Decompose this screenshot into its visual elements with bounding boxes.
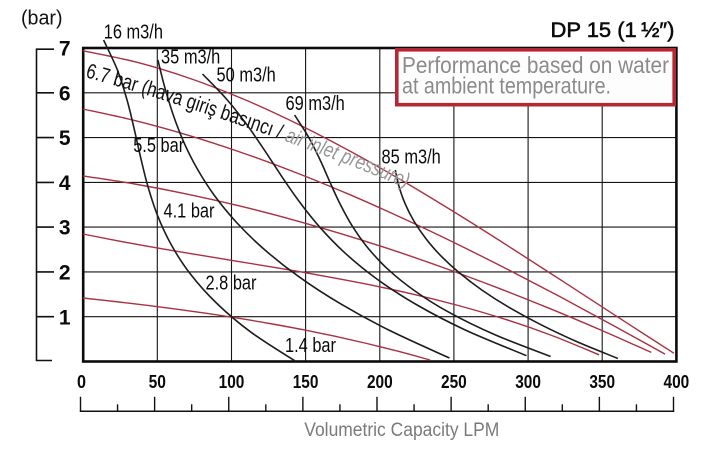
- svg-text:Performance based on water: Performance based on water: [402, 52, 669, 78]
- svg-text:6: 6: [59, 82, 71, 105]
- svg-text:200: 200: [367, 372, 393, 392]
- svg-text:1.4 bar: 1.4 bar: [285, 335, 336, 357]
- svg-text:4.1 bar: 4.1 bar: [164, 201, 215, 223]
- svg-text:100: 100: [219, 372, 245, 392]
- svg-text:2.8 bar: 2.8 bar: [206, 273, 257, 295]
- svg-text:(bar): (bar): [21, 8, 63, 30]
- svg-text:5.5 bar: 5.5 bar: [133, 135, 184, 157]
- svg-text:3: 3: [59, 217, 71, 240]
- svg-text:250: 250: [441, 372, 467, 392]
- svg-text:69 m3/h: 69 m3/h: [286, 93, 345, 115]
- svg-text:0: 0: [77, 372, 86, 392]
- svg-text:16 m3/h: 16 m3/h: [104, 21, 163, 43]
- svg-text:85 m3/h: 85 m3/h: [382, 147, 441, 169]
- svg-text:5: 5: [59, 127, 71, 150]
- svg-text:DP 15 (1 ½″): DP 15 (1 ½″): [551, 18, 675, 42]
- svg-text:35 m3/h: 35 m3/h: [161, 47, 220, 69]
- svg-text:1: 1: [59, 306, 71, 329]
- svg-text:300: 300: [515, 372, 541, 392]
- svg-text:2: 2: [59, 262, 71, 285]
- svg-text:400: 400: [664, 372, 690, 392]
- svg-text:150: 150: [293, 372, 319, 392]
- svg-text:50 m3/h: 50 m3/h: [217, 65, 276, 87]
- svg-text:at ambient temperature.: at ambient temperature.: [402, 73, 611, 99]
- svg-text:50: 50: [149, 372, 166, 392]
- svg-text:4: 4: [59, 172, 71, 195]
- svg-text:Volumetric Capacity LPM: Volumetric Capacity LPM: [304, 420, 499, 441]
- svg-text:7: 7: [59, 38, 71, 61]
- svg-text:350: 350: [589, 372, 615, 392]
